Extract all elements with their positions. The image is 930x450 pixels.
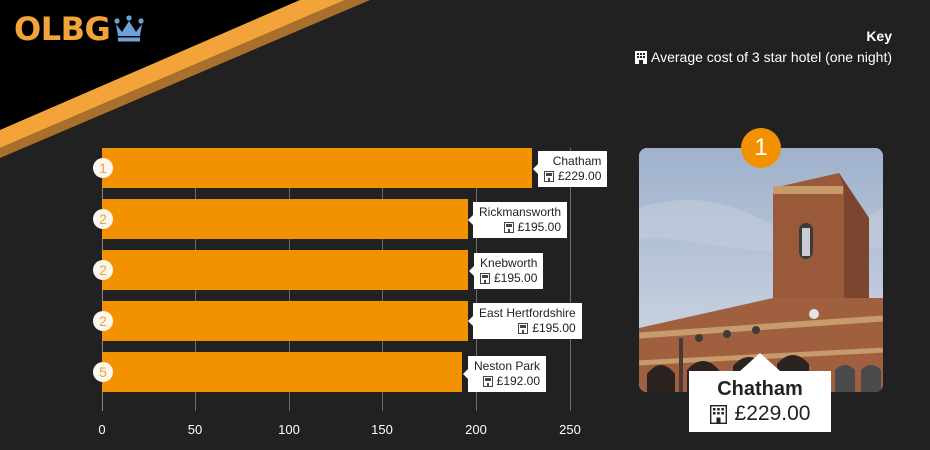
hotel-icon (503, 222, 514, 233)
logo-text: OLBG (14, 10, 111, 48)
bar-label-name: East Hertfordshire (479, 306, 576, 320)
chart-key: Key Average cost of 3 star hotel (one ni… (634, 28, 892, 65)
rank-badge: 5 (93, 362, 113, 382)
x-tick: 200 (465, 422, 487, 437)
rank-badge: 1 (93, 158, 113, 178)
hotel-icon (518, 323, 529, 334)
bar-label-value: £195.00 (517, 220, 562, 234)
bar-label: East Hertfordshire £195.00 (468, 303, 582, 339)
hotel-icon (482, 376, 493, 387)
olbg-logo: OLBG (14, 10, 145, 48)
bar-label-value: £195.00 (494, 271, 538, 285)
hotel-icon (544, 171, 554, 182)
x-tick: 150 (371, 422, 393, 437)
hotel-icon (709, 404, 727, 424)
key-item: Average cost of 3 star hotel (one night) (634, 49, 892, 65)
bar-label-value: £195.00 (532, 321, 576, 335)
bar-neston-park (102, 352, 462, 392)
bar-label-name: Chatham (552, 154, 602, 168)
bar-label-value: £229.00 (558, 169, 602, 183)
feature-card: Chatham £229.00 (689, 353, 831, 432)
rank-badge: 2 (93, 311, 113, 331)
bar-label-name: Rickmansworth (479, 205, 562, 219)
x-tick: 50 (187, 422, 203, 437)
bar-east-hertfordshire (102, 301, 468, 341)
rank-badge: 2 (93, 260, 113, 280)
bar-label-value: £192.00 (496, 374, 541, 388)
key-label: Average cost of 3 star hotel (one night) (651, 49, 892, 65)
x-tick: 100 (278, 422, 300, 437)
feature-rank-badge: 1 (741, 128, 781, 168)
gridline-250 (570, 148, 571, 411)
hotel-icon (635, 51, 647, 64)
bar-label-name: Neston Park (474, 359, 541, 373)
bar-chart: 0 50 100 150 200 250 1 Chatham £229.00 2… (93, 148, 608, 437)
x-tick: 250 (559, 422, 581, 437)
key-title: Key (866, 28, 892, 44)
crown-icon (114, 15, 144, 42)
bar-knebworth (102, 250, 468, 290)
bar-label-name: Knebworth (480, 256, 538, 270)
bar-label: Rickmansworth £195.00 (467, 202, 568, 238)
feature-name: Chatham (717, 378, 803, 400)
rank-badge: 2 (93, 209, 113, 229)
brick-building-photo (639, 148, 883, 392)
feature-photo (639, 148, 883, 392)
x-tick: 0 (98, 422, 106, 437)
bar-label: Neston Park £192.00 (462, 356, 547, 392)
bar-chatham (102, 148, 532, 188)
feature-value: £229.00 (734, 402, 811, 425)
bar-rickmansworth (102, 199, 468, 239)
bar-label: Knebworth £195.00 (468, 253, 544, 289)
bar-label: Chatham £229.00 (532, 151, 608, 187)
hotel-icon (480, 273, 490, 284)
